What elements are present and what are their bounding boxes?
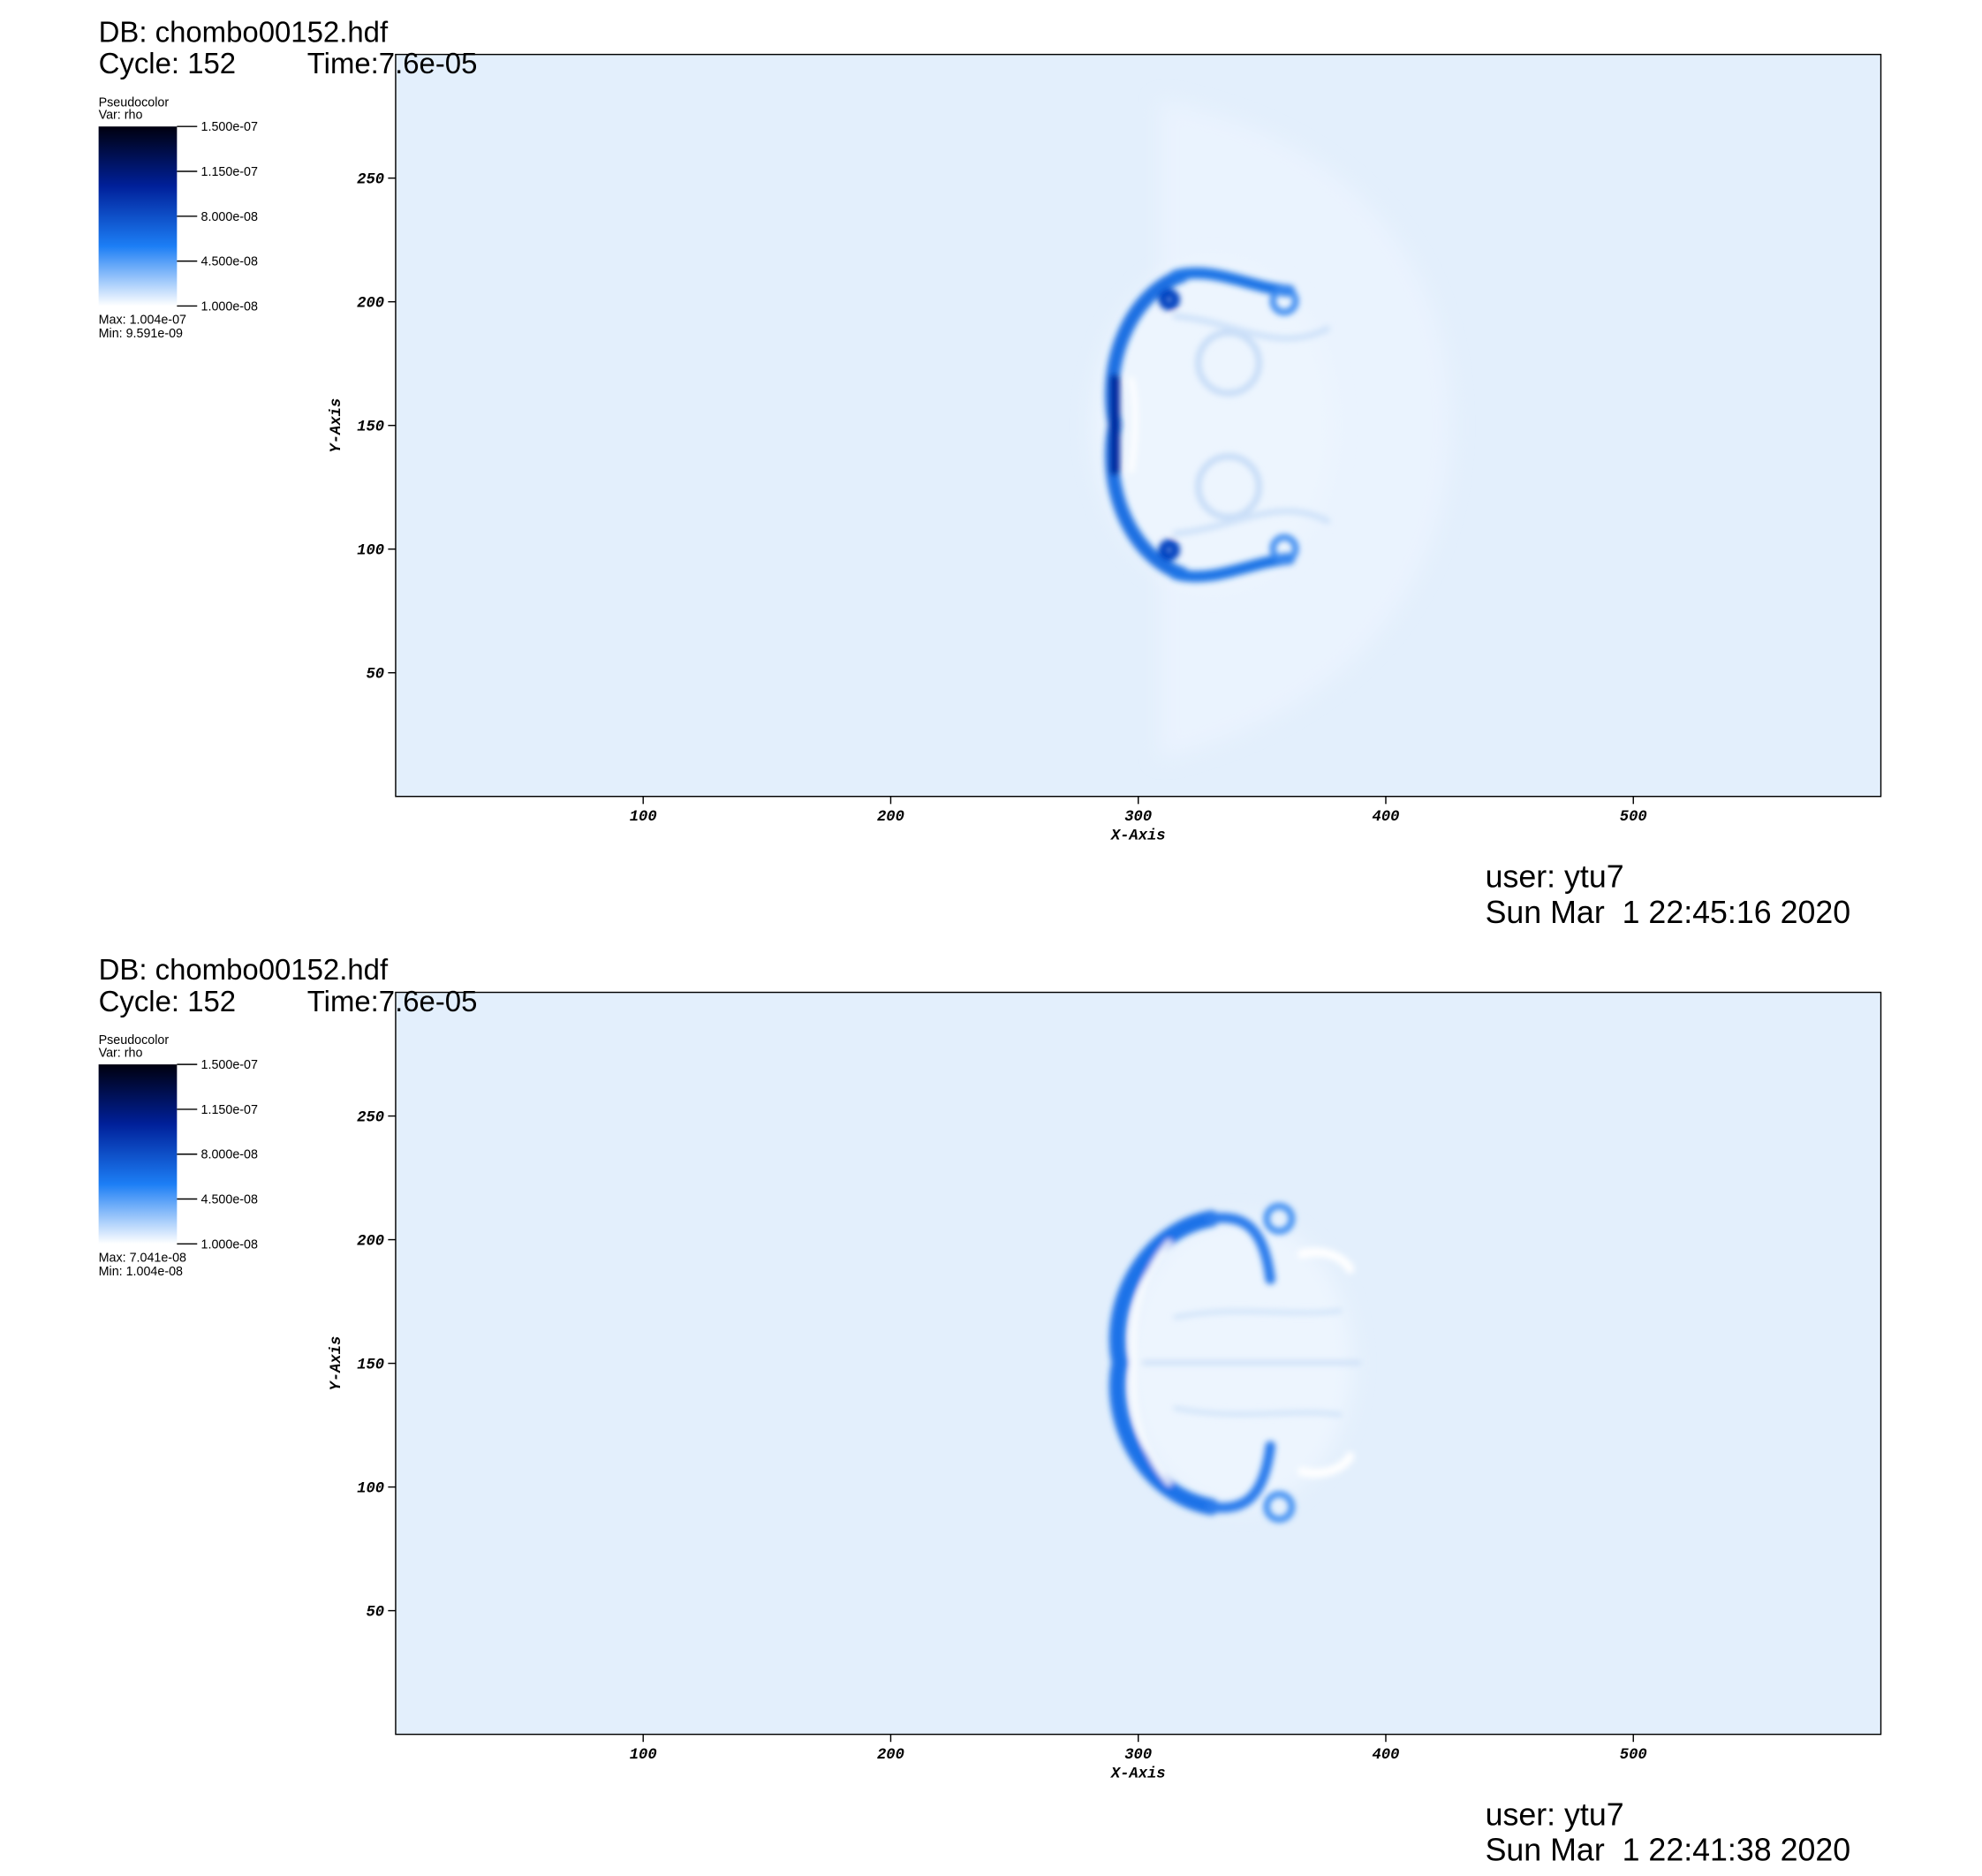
legend-title: Pseudocolor [99, 1033, 170, 1048]
y-tick-label: 250 [357, 171, 384, 188]
db-label: DB: chombo00152.hdf [99, 953, 389, 986]
x-axis-label: X-Axis [1110, 828, 1166, 844]
colorbar [98, 1064, 178, 1244]
x-tick-label: 300 [1124, 809, 1152, 826]
y-tick-label: 150 [357, 419, 384, 435]
y-tick-label: 250 [357, 1109, 384, 1126]
x-tick-label: 400 [1373, 809, 1400, 826]
y-tick-label: 50 [366, 1604, 384, 1621]
y-axis-label: Y-Axis [329, 398, 345, 453]
y-tick-label: 100 [357, 542, 384, 559]
time-label: Time:7.6e-05 [307, 47, 478, 79]
legend-min: Min: 1.004e-08 [99, 1265, 183, 1279]
db-label: DB: chombo00152.hdf [99, 15, 389, 48]
density-field [1108, 1202, 1362, 1523]
colorbar-tick-label: 1.000e-08 [201, 1237, 258, 1252]
legend-max: Max: 7.041e-08 [99, 1251, 186, 1265]
colorbar-tick-label: 4.500e-08 [201, 1193, 258, 1207]
y-tick-label: 200 [357, 1233, 384, 1250]
colorbar-tick-label: 1.150e-07 [201, 165, 258, 179]
colorbar-tick-label: 8.000e-08 [201, 210, 258, 224]
colorbar-tick-label: 1.000e-08 [201, 299, 258, 314]
legend-max: Max: 1.004e-07 [99, 313, 186, 327]
date-label: Sun Mar 1 22:45:16 2020 [1486, 895, 1851, 930]
y-axis-label: Y-Axis [329, 1336, 345, 1391]
cycle-label: Cycle: 152 [99, 47, 236, 79]
y-tick-label: 150 [357, 1357, 384, 1373]
legend-var: Var: rho [99, 109, 143, 123]
colorbar-tick-label: 1.500e-07 [201, 1058, 258, 1072]
y-tick-label: 50 [366, 666, 384, 683]
colorbar-tick-label: 8.000e-08 [201, 1148, 258, 1162]
colorbar-tick-label: 1.500e-07 [201, 120, 258, 134]
colorbar-tick-label: 1.150e-07 [201, 1103, 258, 1117]
user-label: user: ytu7 [1486, 1797, 1624, 1833]
legend-min: Min: 9.591e-09 [99, 327, 183, 341]
x-tick-label: 200 [877, 1747, 904, 1764]
time-label: Time:7.6e-05 [307, 985, 478, 1017]
x-tick-label: 100 [630, 809, 657, 826]
x-tick-label: 400 [1373, 1747, 1400, 1764]
legend-var: Var: rho [99, 1047, 143, 1061]
colorbar-tick-label: 4.500e-08 [201, 255, 258, 269]
legend-title: Pseudocolor [99, 95, 170, 110]
x-tick-label: 300 [1124, 1747, 1152, 1764]
x-tick-label: 200 [877, 809, 904, 826]
date-label: Sun Mar 1 22:41:38 2020 [1486, 1833, 1851, 1868]
x-tick-label: 500 [1620, 1747, 1647, 1764]
user-label: user: ytu7 [1486, 859, 1624, 895]
colorbar [98, 126, 178, 306]
x-tick-label: 500 [1620, 809, 1647, 826]
y-tick-label: 100 [357, 1480, 384, 1497]
cycle-label: Cycle: 152 [99, 985, 236, 1017]
y-tick-label: 200 [357, 295, 384, 312]
density-field [1093, 101, 1451, 759]
x-axis-label: X-Axis [1110, 1766, 1166, 1782]
x-tick-label: 100 [630, 1747, 657, 1764]
